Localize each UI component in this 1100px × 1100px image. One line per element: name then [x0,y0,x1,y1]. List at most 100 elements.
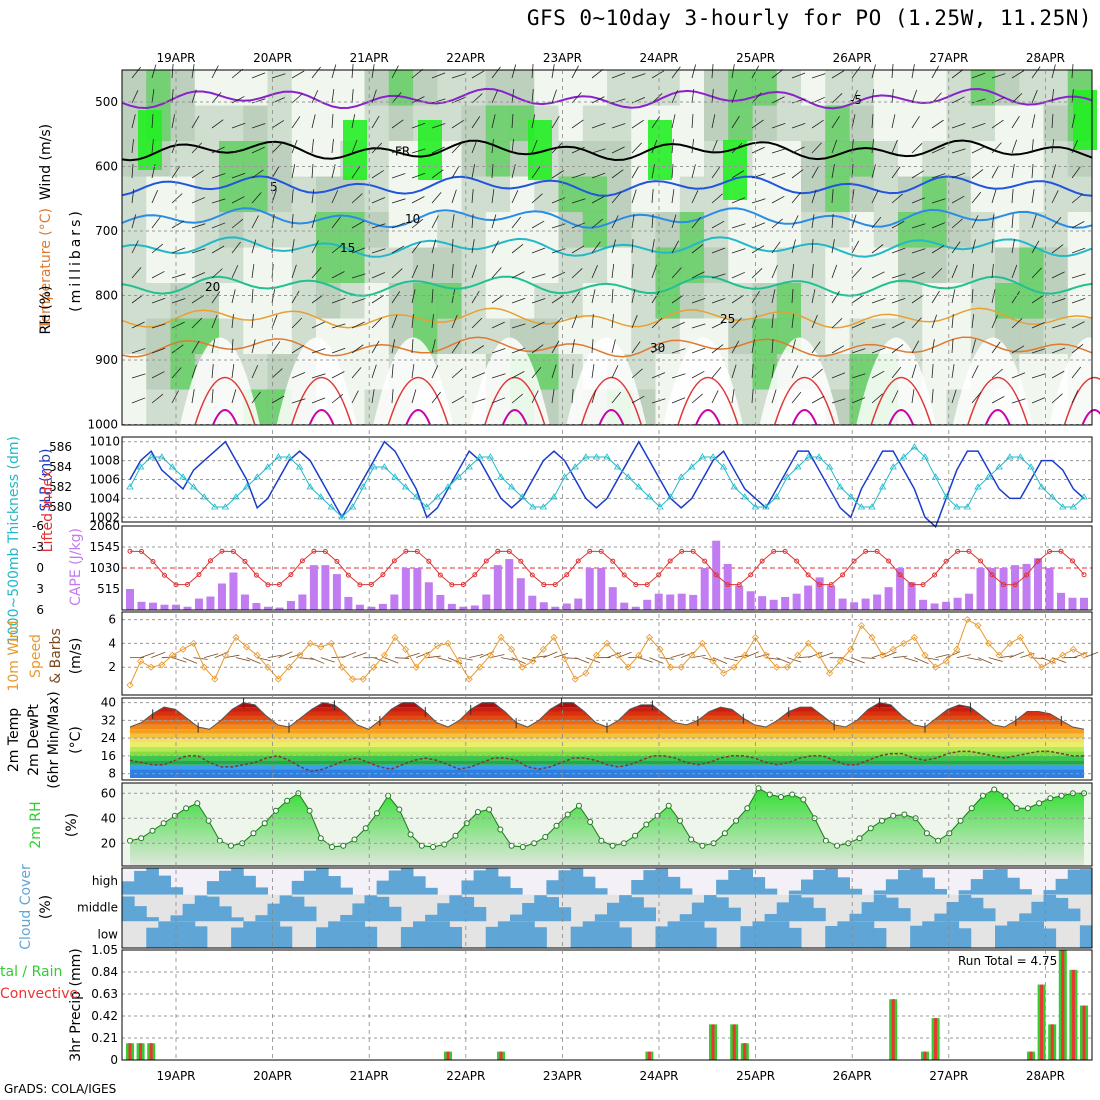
lifted-point [299,558,305,564]
wind-barb [311,294,324,304]
cloud-cell [485,926,499,948]
wind-barb [371,115,380,129]
wind-speed-point [624,663,632,671]
wind-barb [231,241,241,254]
rh-cell [728,247,753,284]
lifted-point [966,548,972,554]
wind-barb [291,290,300,304]
thickness-point [306,483,314,490]
cloud-cell [970,897,984,922]
cape-bar [792,593,801,610]
wind-barb [751,198,766,204]
rh-cell [388,70,414,106]
wind-barb [851,294,864,304]
wind-barb [131,214,137,229]
thickness-point [868,503,876,510]
wind-barb [231,196,245,204]
wind-barb [771,241,781,254]
wind-barb [951,289,956,304]
rh-point [418,842,425,849]
wind-barb [551,142,563,154]
wind-barb [951,123,966,129]
cloud-cell [582,921,596,948]
lifted-point [955,548,961,554]
lifted-point [138,549,144,555]
wind-barb [471,317,483,329]
thickness-point [433,493,442,500]
cape-bar [896,568,905,610]
wind-barb [532,655,547,659]
rh-point [138,835,145,842]
wind-barb [751,222,766,229]
rh-cell [388,283,414,319]
wind-barb [702,657,717,662]
wind-barb [311,139,314,154]
rh-point [923,830,930,837]
wind-barb [811,73,826,79]
wind-barb [491,373,506,379]
rh-cell [970,105,996,142]
cloud-cell [376,880,390,895]
wind-barb [394,657,410,659]
cape-bar [758,596,767,610]
wind-barb [1031,321,1045,329]
wind-barb [971,264,975,279]
wind-barb [1011,264,1018,279]
thickness-point [380,463,389,470]
wind-barb [811,368,823,379]
precip-convective-bar [891,999,895,1060]
rh-point [856,835,863,842]
cloud-cell [449,926,462,948]
wind-barb [1051,244,1064,254]
lifted-point [265,582,271,588]
cloud-cell [873,890,887,895]
hot-isotherm [212,409,238,426]
rh-cell [970,176,996,213]
lifted-point [874,548,880,554]
wind-barb [351,89,354,104]
cape-bar [689,594,698,610]
rh-cell [194,283,220,319]
wind-barb [299,657,314,660]
thickness-point [666,493,675,500]
rh-cell [510,176,535,213]
wind-barb [631,119,644,129]
thickness-point [1048,493,1056,500]
date-tick-top: 22APR [446,51,485,65]
wind-speed-point [667,663,675,671]
precip-convective-bar [139,1043,143,1060]
cape-bar [252,603,261,610]
cloud-cell [437,921,450,948]
cloud-cell [413,921,426,948]
wind-barb [251,72,266,79]
wind-barb [1071,193,1083,204]
wind-barb [691,139,694,154]
wind-barb [691,89,695,104]
temp-band [130,711,1084,716]
wind-barb [451,395,465,404]
wind-speed-point [1016,633,1024,641]
cape-bar [539,602,548,610]
wind-speed-point [370,663,378,671]
wind-barb [1009,651,1024,659]
precip-tick: 0.63 [91,987,118,1001]
rh-cell [364,247,390,284]
pressure-tick: 900 [95,353,118,367]
cape-bar [229,572,238,610]
wind-barb [1052,657,1067,663]
cloud-cell [643,870,656,895]
wind-barb [871,190,879,204]
wind-barb [851,397,866,404]
cloud-cell [497,921,511,948]
wind-barb [711,247,726,254]
wind-barb [511,323,526,329]
wind-barb [291,264,297,279]
wind-barb [131,240,139,254]
precip-convective-bar [1040,984,1044,1060]
thickness-point [1080,493,1088,500]
thickness-point [762,503,770,510]
wind-barb [391,119,404,129]
wind-barb [731,248,746,254]
wind-barb [931,173,946,179]
wind-barb [391,291,401,304]
